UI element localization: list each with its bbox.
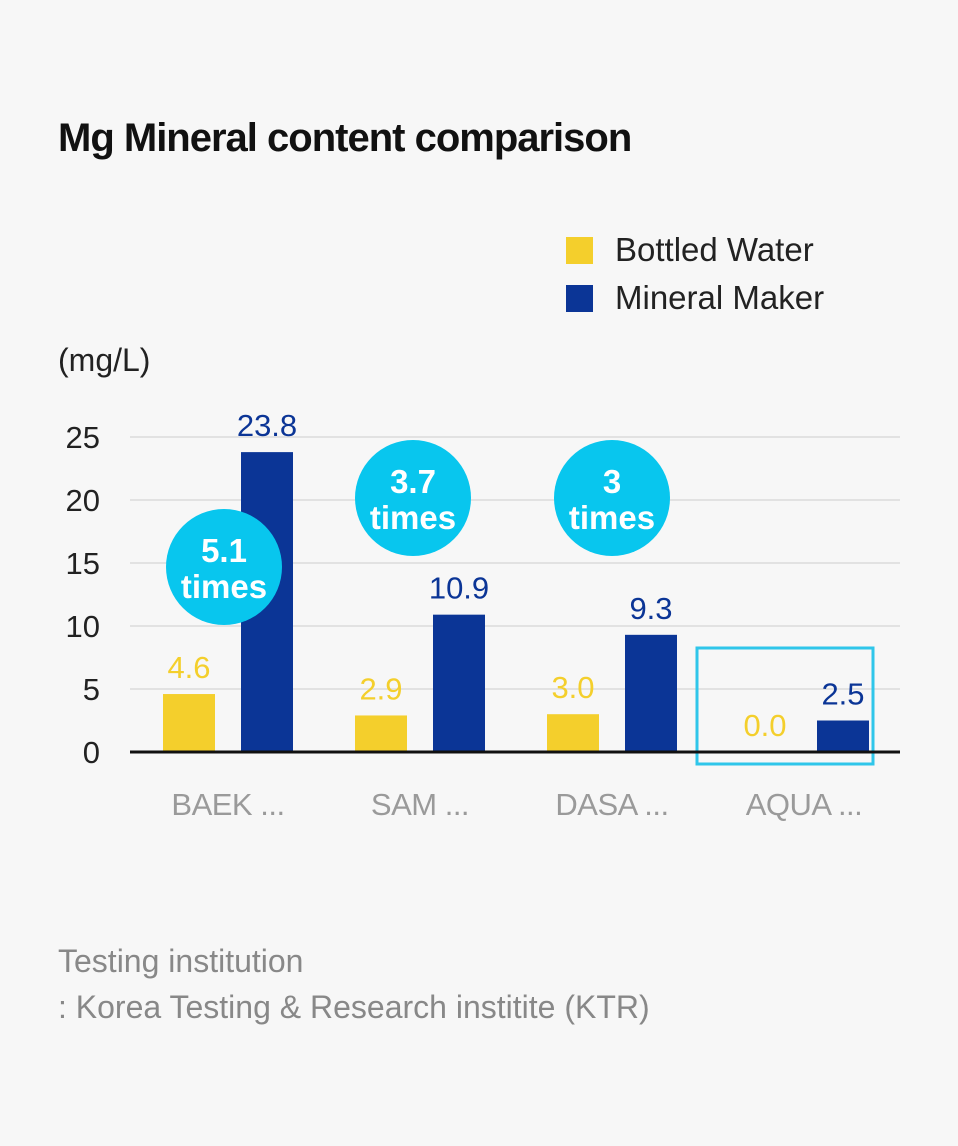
data-label: 2.5 (821, 677, 864, 712)
data-label: 3.0 (551, 670, 594, 705)
legend-label-bottled-water: Bottled Water (615, 231, 814, 268)
data-label: 0.0 (743, 708, 786, 743)
multiplier-bubble (355, 440, 471, 556)
x-tick-label: AQUA ... (746, 787, 863, 822)
y-axis-unit-label: (mg/L) (58, 342, 151, 378)
data-label: 23.8 (237, 408, 297, 443)
legend-swatch-bottled-water (566, 236, 593, 264)
bar (547, 714, 599, 752)
data-label: 4.6 (167, 650, 210, 685)
y-tick-label: 10 (66, 609, 100, 644)
multiplier-bubble (554, 440, 670, 556)
multiplier-value: 3.7 (390, 463, 436, 500)
bar (817, 720, 869, 752)
bar (433, 614, 485, 752)
source-line-1: Testing institution (58, 943, 304, 979)
bar (163, 694, 215, 752)
source-note: Testing institution : Korea Testing & Re… (58, 938, 650, 1030)
x-tick-label: BAEK ... (171, 787, 284, 822)
multiplier-unit: times (181, 568, 267, 605)
x-tick-label: SAM ... (371, 787, 469, 822)
data-label: 2.9 (359, 671, 402, 706)
multiplier-unit: times (569, 499, 655, 536)
bar (625, 634, 677, 752)
x-tick-label: DASA ... (555, 787, 668, 822)
legend-item-bottled-water: Bottled Water (566, 226, 824, 274)
bar-chart: 0 5 10 15 20 25 4.6 23.8 BAEK ... 2.9 10.9 SAM ... 3… (66, 408, 900, 822)
multiplier-value: 3 (603, 463, 621, 500)
data-label: 10.9 (429, 571, 489, 606)
bar (355, 715, 407, 752)
legend: Bottled Water Mineral Maker (566, 226, 824, 322)
data-label: 9.3 (629, 591, 672, 626)
y-tick-label: 15 (66, 546, 100, 581)
y-tick-label: 20 (66, 483, 100, 518)
y-tick-label: 5 (83, 672, 100, 707)
legend-swatch-mineral-maker (566, 284, 593, 312)
source-line-2: : Korea Testing & Research institite (KT… (58, 989, 650, 1025)
multiplier-unit: times (370, 499, 456, 536)
chart-title: Mg Mineral content comparison (58, 116, 632, 160)
legend-item-mineral-maker: Mineral Maker (566, 274, 824, 322)
y-tick-label: 25 (66, 420, 100, 455)
multiplier-value: 5.1 (201, 532, 247, 569)
legend-label-mineral-maker: Mineral Maker (615, 279, 825, 316)
highlight-box (695, 646, 875, 766)
multiplier-bubble (166, 509, 282, 625)
y-tick-label: 0 (83, 735, 100, 770)
